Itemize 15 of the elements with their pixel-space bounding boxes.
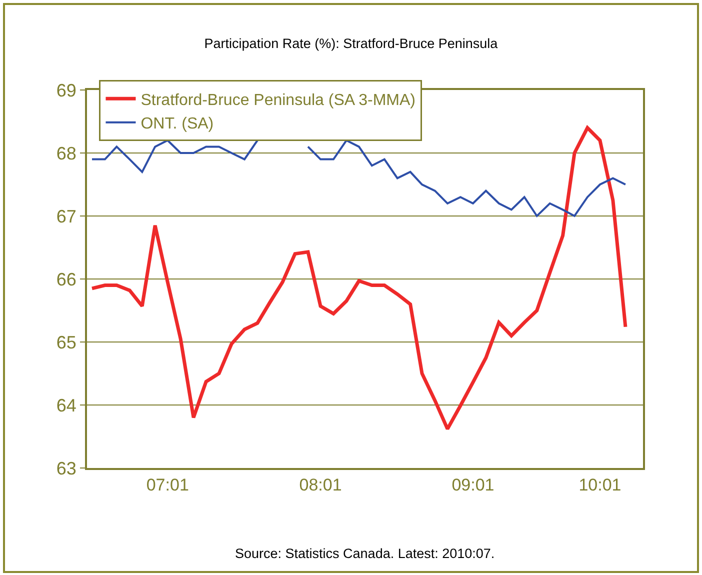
legend-label: Stratford-Bruce Peninsula (SA 3-MMA) <box>140 92 416 109</box>
y-tick-label: 64 <box>56 395 76 416</box>
y-tick-label: 66 <box>56 269 76 290</box>
x-tick-label: 09:01 <box>452 475 494 494</box>
y-tick-label: 65 <box>56 332 76 352</box>
chart-title: Participation Rate (%): Stratford-Bruce Peninsula <box>204 36 498 51</box>
source-note: Source: Statistics Canada. Latest: 2010:07. <box>235 546 495 561</box>
y-tick-label: 63 <box>56 458 76 478</box>
x-tick-label: 10:01 <box>578 475 622 494</box>
y-tick-label: 67 <box>56 206 76 226</box>
y-tick-label: 68 <box>56 143 76 164</box>
x-tick-label: 07:01 <box>146 475 189 494</box>
x-tick-label: 08:01 <box>299 475 342 494</box>
legend-label: ONT. (SA) <box>140 116 214 133</box>
y-tick-label: 69 <box>56 80 76 100</box>
